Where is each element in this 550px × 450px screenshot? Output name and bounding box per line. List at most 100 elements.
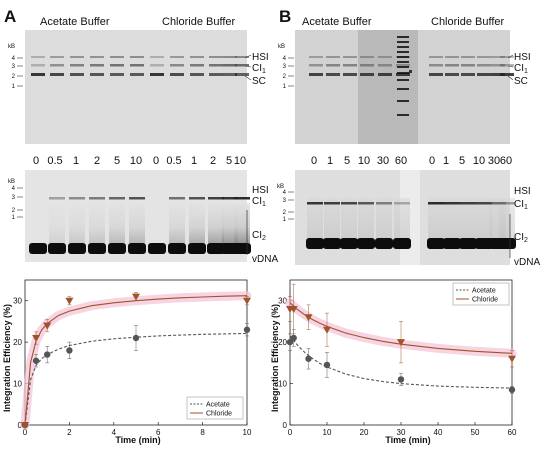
gel-b-bottom-band-ci2: CI2 — [514, 232, 528, 244]
gel-a-top-kb-tick-4: 4 — [12, 56, 16, 62]
gel-a-top-kb-tick-3: 3 — [12, 64, 16, 70]
chart-b-xlabel: Time (min) — [385, 435, 430, 445]
panel-b-time-label-6: 0 — [429, 155, 435, 167]
panel-b-time-label-5: 60 — [395, 155, 407, 167]
gel-b-top-chloride-label: Chloride Buffer — [431, 16, 505, 28]
chart-b: 0 10 20 30 40 50 60 0 10 20 30 Acetate Chloride — [278, 279, 517, 437]
chart-b-legend-acetate: Acetate — [472, 288, 496, 295]
panel-b-time-label-3: 10 — [358, 155, 370, 167]
gel-a-bottom-lane — [108, 197, 126, 254]
panel-a-time-label-1: 0.5 — [47, 155, 62, 167]
gel-b-top-lane — [326, 56, 340, 76]
chart-b-acetate-point — [508, 386, 516, 394]
gel-b-bottom-kb-tick-2: 2 — [283, 210, 287, 216]
panel-b-time-label-11: 60 — [500, 155, 512, 167]
gel-b-top-ladder — [397, 36, 412, 116]
chart-a-chloride-point — [21, 422, 29, 429]
gel-b-top-lane — [343, 56, 357, 76]
gel-a-bottom: kB 4 3 21 HSI CI1 CI2 vDNA — [8, 170, 278, 265]
chart-a-xtick-6: 6 — [156, 428, 161, 437]
chart-b-chloride-point — [508, 350, 516, 368]
panel-a-time-label-0: 0 — [33, 155, 39, 167]
gel-b-top-band-hsi: HSI — [514, 52, 531, 63]
panel-b-time-label-4: 30 — [377, 155, 389, 167]
chart-a-xtick-4: 4 — [112, 428, 117, 437]
gel-a-bottom-lane — [168, 197, 186, 254]
gel-b-bottom-kb-tick-4: 4 — [283, 190, 287, 196]
gel-a-top-chloride-label: Chloride Buffer — [162, 16, 236, 28]
gel-a-top-lane — [31, 56, 45, 76]
gel-a-top-lane — [110, 56, 124, 76]
gel-a-bottom-lane — [68, 197, 86, 254]
gel-b-bottom-lane — [459, 198, 477, 249]
gel-b-bottom-lane — [443, 198, 461, 249]
gel-b-top-lane — [461, 56, 475, 76]
gel-b-bottom-lane — [475, 198, 493, 249]
gel-a-bottom-lane — [29, 243, 47, 254]
gel-b-top-band-sc: SC — [514, 76, 528, 87]
gel-b-bottom-lane — [340, 198, 358, 249]
gel-b-top-kb-unit: kB — [278, 44, 285, 50]
chart-a-chloride-point — [32, 331, 41, 345]
chart-b-ylabel: Integration Efficiency (%) — [270, 304, 280, 412]
panel-b-time-labels: 0 1 5 10 30 60 0 1 5 10 30 60 — [311, 155, 512, 167]
gel-a-bottom-kb-tick-2: 2 — [12, 208, 16, 214]
chart-b-acetate-fit-line — [289, 335, 513, 389]
gel-b-top-lane — [477, 56, 491, 76]
gel-b-top-lane — [429, 56, 443, 76]
chart-b-xtick-40: 40 — [434, 428, 443, 437]
gel-a-bottom-kb-unit: kB — [8, 179, 15, 185]
gel-a-top-acetate-label: Acetate Buffer — [40, 16, 110, 28]
chart-b-acetate-point — [397, 372, 405, 386]
panel-a-time-label-3: 2 — [94, 155, 100, 167]
gel-a-bottom-lane — [188, 197, 206, 254]
gel-a-top-band-sc: SC — [252, 76, 266, 87]
chart-b-xtick-10: 10 — [323, 428, 332, 437]
gel-a-bottom-kb-tick-4: 4 — [12, 186, 16, 192]
gel-a-top-lane — [130, 56, 144, 76]
panel-b-time-label-2: 5 — [344, 155, 350, 167]
gel-b-bottom-lane — [306, 198, 324, 249]
chart-b-ytick-10: 10 — [278, 380, 287, 389]
chart-a-legend: Acetate Chloride — [186, 396, 244, 420]
panel-a-time-label-7: 0.5 — [166, 155, 181, 167]
panel-a-time-label-5: 10 — [130, 155, 142, 167]
panel-b-letter: B — [279, 7, 291, 26]
chart-b-xtick-60: 60 — [508, 428, 517, 437]
chart-a-chloride-point — [65, 296, 74, 306]
gel-a-top-lane — [223, 56, 237, 76]
gel-a-bottom-lane — [207, 197, 225, 254]
gel-b-bottom-kb-unit: kB — [277, 184, 284, 190]
panel-a-time-label-9: 2 — [210, 155, 216, 167]
chart-b-legend: Acetate Chloride — [452, 282, 510, 306]
gel-a-bottom-band-ci2: CI2 — [252, 230, 266, 242]
gel-b-bottom-kb-tick-3: 3 — [283, 198, 287, 204]
chart-a-xtick-0: 0 — [23, 428, 28, 437]
panel-a-time-label-2: 1 — [73, 155, 79, 167]
gel-b-bottom: kB 4 3 21 HSI CI1 CI2 vDNA — [277, 170, 540, 268]
gel-b-top-lane — [360, 56, 374, 76]
gel-b-top-kb-tick-3: 3 — [283, 64, 287, 70]
gel-b-top-lane — [500, 56, 514, 76]
chart-a-chloride-point — [132, 292, 140, 302]
gel-b-bottom-lane — [323, 198, 341, 249]
gel-b-bottom-lane — [357, 198, 375, 249]
chart-b-ytick-0: 0 — [283, 421, 288, 430]
chart-a-ytick-0: 0 — [18, 421, 23, 430]
gel-b-bottom-band-hsi: HSI — [514, 186, 531, 197]
chart-a-legend-chloride: Chloride — [206, 411, 232, 418]
gel-a-bottom-band-hsi: HSI — [252, 185, 269, 196]
chart-b-chloride-point — [323, 312, 331, 347]
chart-b-xtick-20: 20 — [360, 428, 369, 437]
chart-a-ytick-30: 30 — [13, 297, 22, 306]
chart-a-acetate-fit-line — [24, 332, 248, 426]
gel-b-bottom-kb-tick-1: 1 — [283, 217, 287, 223]
gel-a-top-lane — [90, 56, 104, 76]
panel-b-time-label-7: 1 — [443, 155, 449, 167]
chart-a-xtick-2: 2 — [67, 428, 72, 437]
chart-a-ytick-20: 20 — [13, 338, 22, 347]
gel-b-top-lane — [445, 56, 459, 76]
panel-a-time-labels: 0 0.5 1 2 5 10 0 0.5 1 2 5 10 — [33, 155, 246, 167]
gel-b-top-lane — [309, 56, 323, 76]
gel-a-top-background — [25, 30, 247, 144]
